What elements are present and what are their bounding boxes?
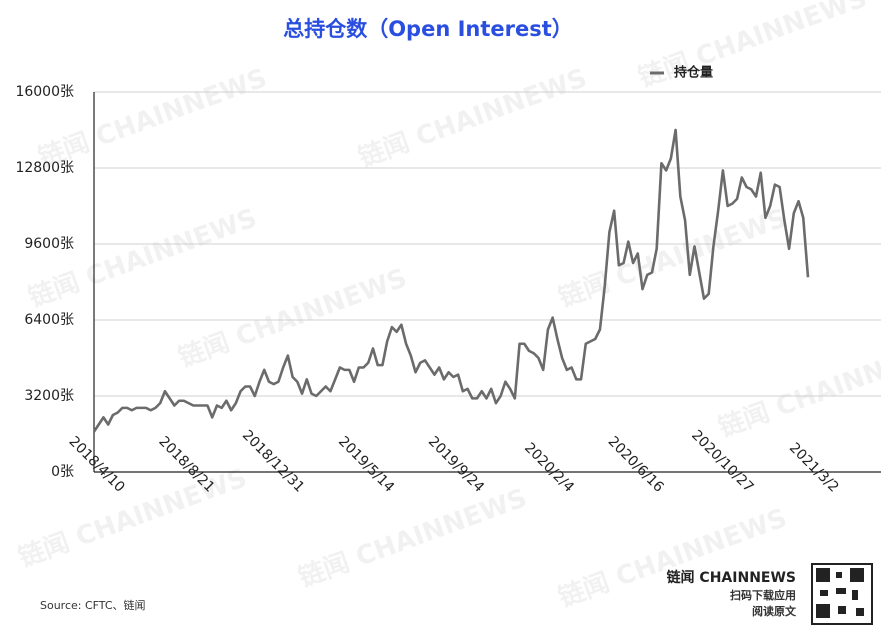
x-tick-label: 2020/6/16 — [605, 434, 667, 496]
watermark: 链闻 CHAINNEWS — [354, 62, 590, 173]
x-tick-label: 2019/9/24 — [425, 434, 487, 496]
series-line — [92, 128, 810, 433]
source: Source: CFTC、链闻 — [40, 598, 146, 612]
x-tick-label: 2018/4/10 — [66, 434, 128, 496]
chart-title: 总持仓数（Open Interest） — [283, 17, 573, 41]
y-tick-label: 0张 — [51, 464, 74, 480]
y-tick-label: 12800张 — [15, 160, 74, 176]
x-tick-label: 2018/12/31 — [239, 427, 307, 495]
watermark: 链闻 CHAINNEWS — [14, 462, 250, 573]
watermark: 链闻 CHAINNEWS — [634, 0, 870, 94]
x-tick-label: 2020/2/4 — [521, 440, 577, 496]
brand-logo: 链闻 CHAINNEWS — [667, 569, 796, 586]
watermark: 链闻 CHAINNEWS — [34, 62, 270, 173]
brand-line: 阅读原文 — [752, 604, 797, 618]
watermark: 链闻 CHAINNEWS — [554, 202, 790, 313]
x-tick-label: 2021/3/2 — [786, 440, 842, 496]
watermark: 链闻 CHAINNEWS — [714, 332, 881, 443]
y-tick-label: 3200张 — [24, 388, 74, 404]
legend-label: 持仓量 — [674, 65, 713, 81]
qr-code — [811, 563, 873, 625]
x-tick-label: 2019/5/14 — [335, 434, 397, 496]
y-tick-label: 9600张 — [24, 236, 74, 252]
y-tick-label: 16000张 — [15, 84, 74, 100]
brand-line: 扫码下载应用 — [730, 588, 796, 602]
watermark: 链闻 CHAINNEWS — [294, 482, 530, 593]
y-tick-label: 6400张 — [24, 312, 74, 328]
watermark: 链闻 CHAINNEWS — [24, 202, 260, 313]
